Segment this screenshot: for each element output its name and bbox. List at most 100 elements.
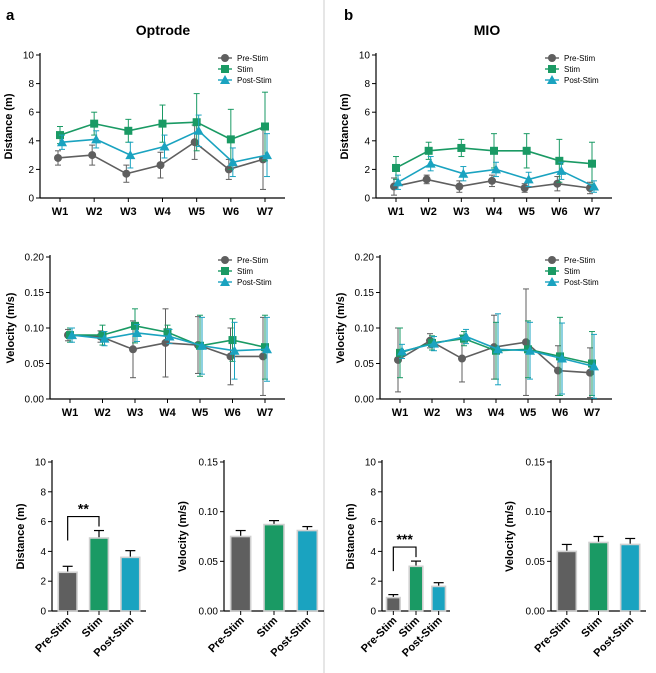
bar-pre-stim: [556, 550, 578, 612]
y-tick-label: 0.05: [25, 359, 45, 370]
legend-label: Stim: [237, 65, 253, 74]
x-tick-label: W1: [392, 407, 409, 419]
panel-a-title: Optrode: [136, 22, 191, 38]
data-point: [131, 321, 139, 330]
series-pre-stim: [54, 124, 267, 190]
legend-label: Stim: [237, 267, 253, 276]
legend-marker: [221, 54, 229, 62]
data-point: [90, 119, 99, 128]
y-tick-label: 0.00: [355, 395, 375, 406]
x-tick-label: Stim: [579, 614, 604, 639]
legend-marker: [220, 277, 230, 286]
y-tick-label: 0.20: [355, 253, 375, 264]
x-tick-label: W7: [257, 206, 274, 218]
x-tick-label: W7: [584, 206, 601, 218]
data-point: [124, 126, 133, 135]
data-point: [522, 146, 531, 155]
series-pre-stim: [394, 288, 594, 399]
legend-label: Pre-Stim: [237, 54, 268, 63]
y-axis-label: Distance (m): [345, 503, 357, 569]
data-point: [522, 338, 530, 347]
data-point: [261, 122, 269, 131]
data-point: [88, 151, 97, 160]
y-tick-label: 0.15: [25, 288, 45, 299]
y-tick-label: 6: [28, 108, 34, 119]
y-axis-label: Distance (m): [339, 93, 351, 159]
data-point: [158, 119, 167, 128]
y-tick-label: 0: [40, 607, 46, 618]
data-point: [161, 338, 170, 347]
data-point: [392, 163, 400, 172]
bar-pre-stim: [385, 596, 401, 612]
legend-label: Post-Stim: [237, 278, 272, 287]
x-tick-label: W6: [223, 206, 240, 218]
x-tick-label: W7: [584, 407, 601, 419]
legend-marker: [547, 75, 557, 84]
y-tick-label: 0.15: [199, 458, 219, 469]
data-point: [490, 146, 498, 155]
legend-marker: [220, 75, 230, 84]
y-tick-label: 4: [370, 547, 376, 558]
bar-stim: [263, 523, 285, 612]
legend-label: Pre-Stim: [564, 256, 595, 265]
data-point: [129, 345, 137, 354]
y-tick-label: 6: [40, 517, 46, 528]
bar-pre-stim: [57, 571, 78, 612]
legend-marker: [548, 256, 556, 264]
x-tick-label: Stim: [255, 614, 280, 639]
y-tick-label: 8: [40, 487, 46, 498]
panel-b-title: MIO: [474, 22, 501, 38]
data-point: [125, 150, 136, 160]
data-point: [132, 327, 142, 337]
legend-label: Post-Stim: [564, 278, 599, 287]
y-tick-label: 10: [359, 51, 371, 62]
data-point: [229, 345, 240, 355]
chart-mio-velocity-weeks: 0.00 0.05 0.10 0.15 0.20 Velocity (m/s) W1 W2 W3…: [335, 253, 612, 419]
y-tick-label: 10: [35, 458, 47, 469]
data-point: [589, 361, 599, 371]
data-point: [555, 156, 564, 165]
y-tick-label: 2: [28, 165, 34, 176]
data-point: [192, 118, 201, 127]
x-tick-label: W3: [453, 206, 470, 218]
x-tick-label: W5: [192, 407, 209, 419]
x-tick-label: W2: [420, 206, 437, 218]
data-point: [227, 157, 238, 167]
y-axis-label: Distance (m): [3, 93, 15, 159]
data-point: [491, 164, 501, 174]
x-tick-label: W6: [552, 407, 569, 419]
data-point: [228, 336, 237, 345]
x-tick-label: W2: [94, 407, 111, 419]
bar-stim: [88, 537, 110, 612]
data-point: [163, 328, 172, 337]
bar-post-stim: [296, 529, 319, 612]
y-tick-label: 0.10: [25, 324, 45, 335]
x-tick-label: W4: [154, 206, 171, 218]
legend-label: Post-Stim: [564, 76, 599, 85]
x-tick-label: W7: [257, 407, 274, 419]
data-point: [425, 158, 436, 168]
y-tick-label: 8: [364, 79, 370, 90]
bar-post-stim: [431, 585, 447, 612]
y-tick-label: 4: [364, 136, 370, 147]
data-point: [394, 355, 402, 364]
data-point: [393, 177, 403, 187]
legend-marker: [548, 267, 556, 275]
data-point: [523, 174, 534, 184]
data-point: [458, 168, 469, 178]
bar-post-stim: [619, 543, 641, 612]
x-tick-label: Pre-Stim: [532, 614, 573, 655]
data-point: [397, 346, 407, 356]
y-tick-label: 0: [364, 194, 370, 205]
legend-label: Pre-Stim: [237, 256, 268, 265]
y-axis-label: Velocity (m/s): [5, 292, 17, 363]
data-point: [164, 331, 175, 341]
x-tick-label: W6: [551, 206, 568, 218]
data-point: [57, 137, 67, 147]
data-point: [524, 345, 532, 354]
x-tick-label: W1: [62, 407, 79, 419]
x-tick-label: W3: [120, 206, 137, 218]
y-tick-label: 0.15: [526, 458, 546, 469]
x-tick-label: Pre-Stim: [33, 614, 74, 655]
y-tick-label: 8: [28, 79, 34, 90]
